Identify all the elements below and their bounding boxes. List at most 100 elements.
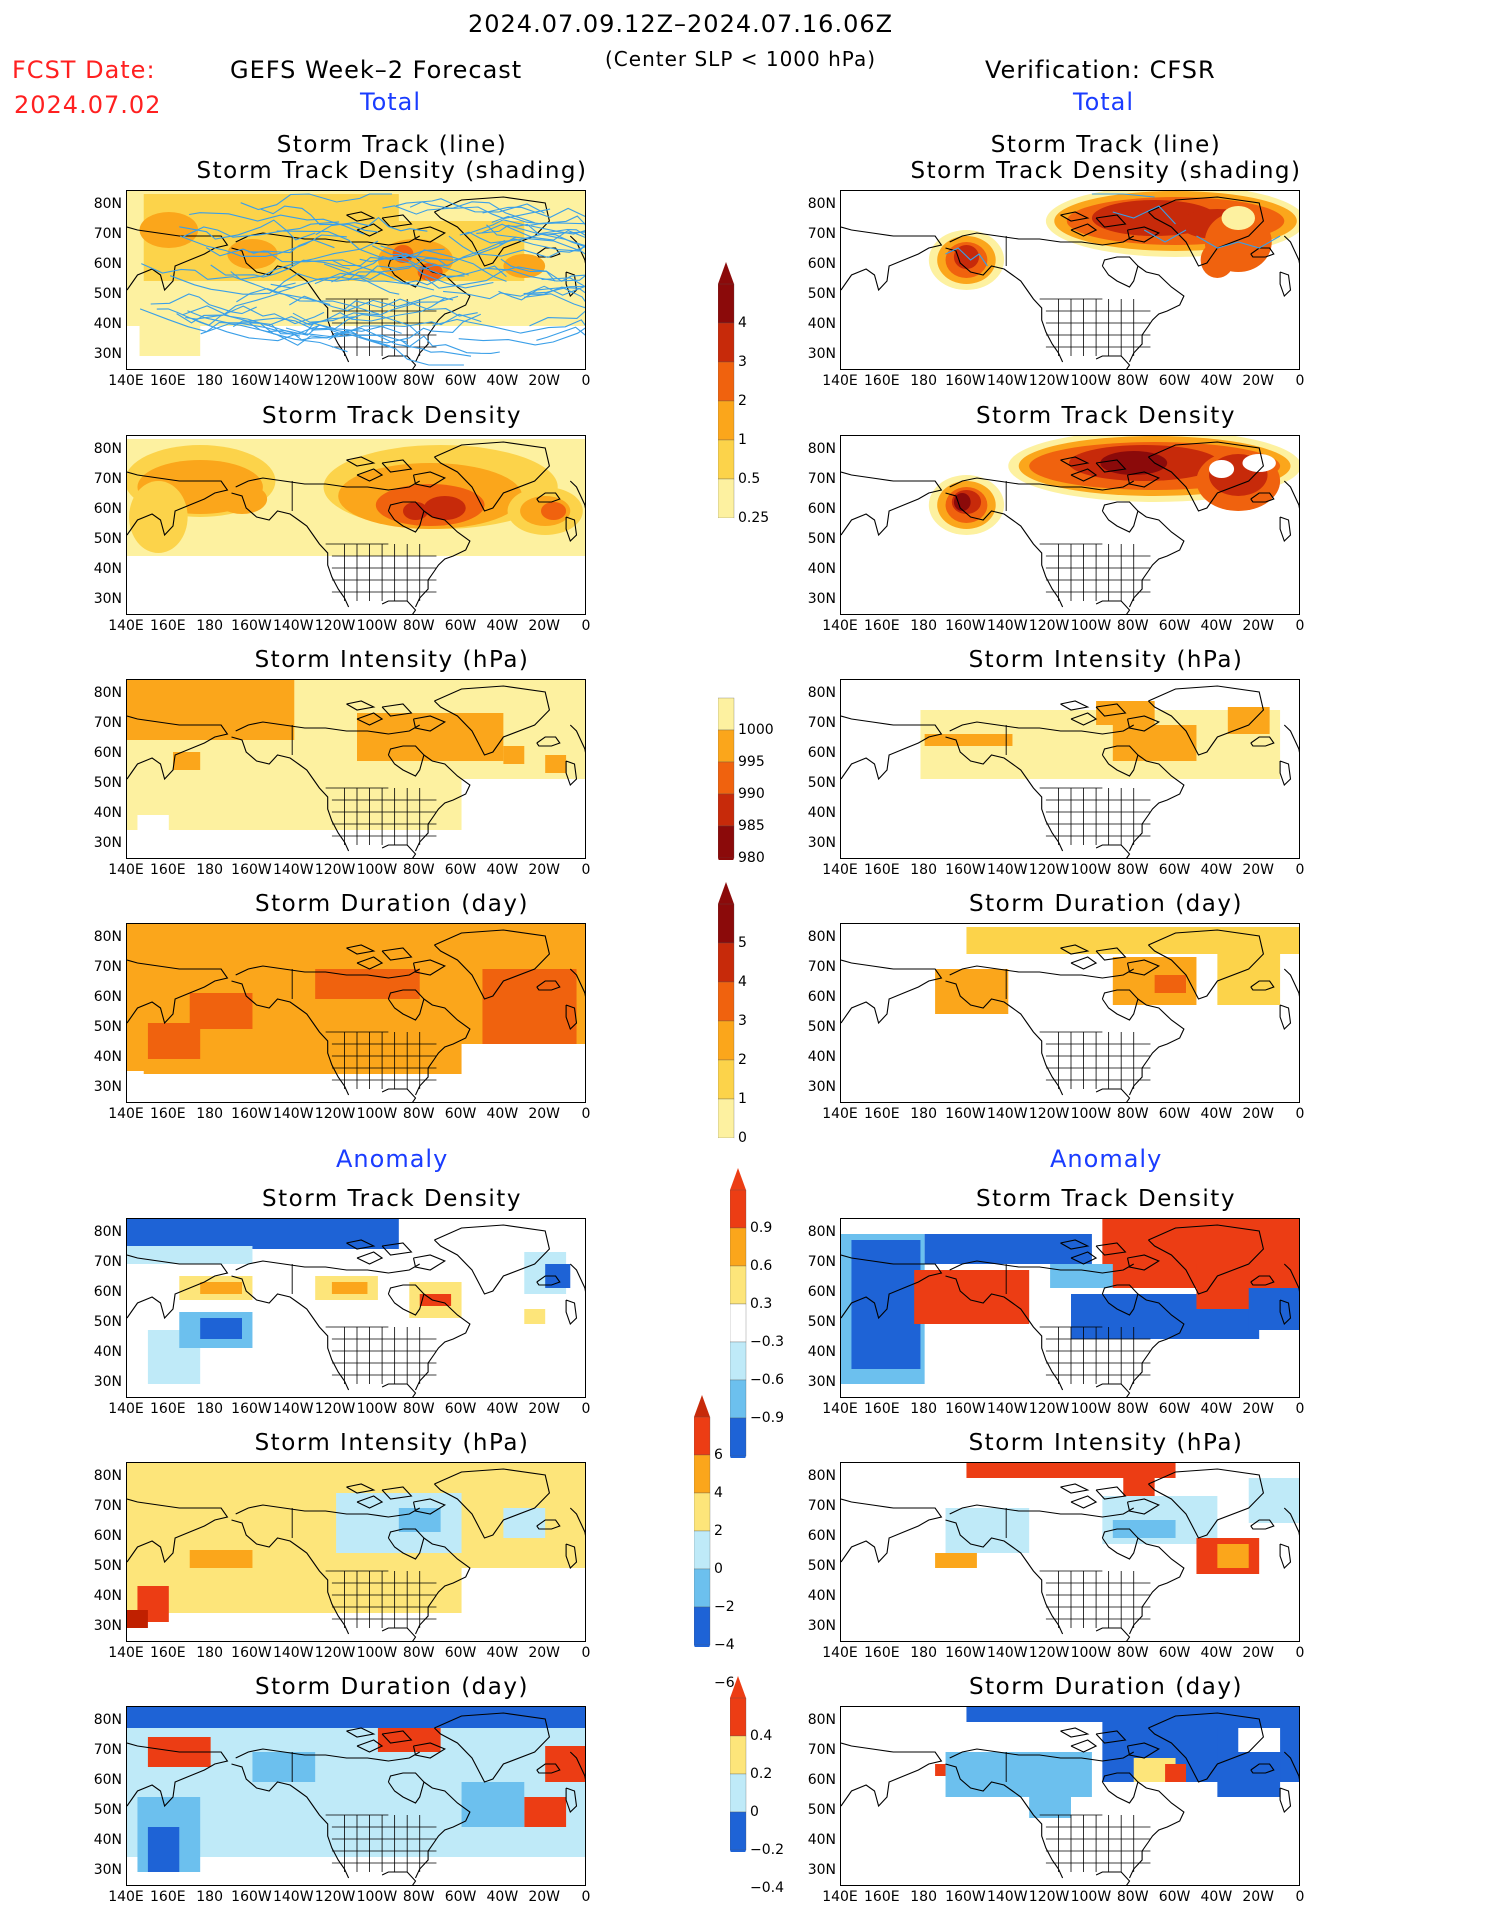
lon-tick-label: 180 [910,1401,937,1417]
title-intensity-left: Storm Intensity (hPa) [254,647,530,673]
colorbar-tick-label: −2 [714,1599,735,1615]
lon-tick-label: 140W [986,862,1028,878]
colorbar-tick-label: 3 [738,1013,747,1029]
lon-tick-label: 140E [108,373,144,389]
lon-tick-label: 100W [356,862,398,878]
lat-tick-label: 50N [93,775,122,791]
lat-tick-label: 50N [93,286,122,302]
lon-tick-label: 100W [356,1645,398,1661]
lon-tick-label: 140E [108,862,144,878]
lat-tick-label: 70N [93,959,122,975]
title-duration-left: Storm Duration (day) [255,891,529,917]
lon-tick-label: 20W [528,1106,560,1122]
lat-tick-label: 70N [807,1742,836,1758]
lon-tick-label: 40W [486,1889,519,1905]
colorbar-tick-label: 4 [738,974,747,990]
lon-tick-label: 100W [1070,618,1112,634]
colorbar-tick-label: 0.25 [738,510,770,526]
right-total-label: Total [1073,88,1135,116]
map-anom-density-verification [840,1218,1300,1398]
fcst-label: FCST Date: [12,56,156,84]
colorbar-tick-label: 1 [738,432,747,448]
colorbar-tick-label: 0 [714,1561,723,1577]
lon-tick-label: 60W [444,862,477,878]
lon-tick-label: 20W [528,1401,560,1417]
lat-tick-label: 80N [93,1468,122,1484]
colorbar-tick-label: 0 [738,1130,747,1146]
lon-tick-label: 180 [196,618,223,634]
lat-tick-label: 70N [93,715,122,731]
lon-tick-label: 160W [945,618,986,634]
lon-tick-label: 20W [1242,1645,1274,1661]
lon-tick-label: 120W [1028,1401,1070,1417]
lon-tick-label: 80W [1116,373,1149,389]
lat-tick-label: 50N [807,1558,836,1574]
lon-tick-label: 20W [1242,862,1274,878]
lon-tick-label: 0 [1295,1645,1305,1661]
left-product-title: GEFS Week–2 Forecast [230,56,523,84]
lat-tick-label: 60N [93,745,122,761]
lon-tick-label: 40W [486,862,519,878]
lon-tick-label: 60W [444,1401,477,1417]
lon-tick-label: 120W [314,862,356,878]
lat-tick-label: 50N [93,1558,122,1574]
lon-tick-label: 0 [581,1645,591,1661]
colorbar-tick-label: 0.3 [750,1296,773,1312]
map-anom-duration-verification [840,1706,1300,1886]
lat-tick-label: 60N [807,989,836,1005]
colorbar-tick-label: 3 [738,354,747,370]
lat-tick-label: 80N [93,441,122,457]
lat-tick-label: 30N [93,1079,122,1095]
lat-tick-label: 50N [807,1019,836,1035]
lon-tick-label: 180 [196,1645,223,1661]
lon-tick-label: 20W [528,373,560,389]
colorbar-tick-label: −0.9 [750,1410,784,1426]
lon-tick-label: 0 [581,1401,591,1417]
lon-tick-label: 140W [272,1401,314,1417]
lon-tick-label: 140E [822,618,858,634]
lon-tick-label: 60W [1158,373,1191,389]
lon-tick-label: 120W [314,1889,356,1905]
lon-tick-label: 160E [864,862,900,878]
lon-tick-label: 40W [486,373,519,389]
lon-tick-label: 40W [1200,1106,1233,1122]
lon-tick-label: 0 [581,1889,591,1905]
lon-tick-label: 160W [945,1645,986,1661]
lon-tick-label: 40W [1200,373,1233,389]
lon-tick-label: 140E [108,618,144,634]
lon-tick-label: 140W [272,618,314,634]
lat-tick-label: 60N [93,256,122,272]
colorbar-tick-label: −0.2 [750,1842,784,1858]
lon-tick-label: 140W [986,1889,1028,1905]
slp-subtitle: (Center SLP < 1000 hPa) [605,47,876,71]
lat-tick-label: 70N [93,471,122,487]
colorbar-tick-label: −0.3 [750,1334,784,1350]
lon-tick-label: 100W [1070,862,1112,878]
lon-tick-label: 40W [1200,1645,1233,1661]
lon-tick-label: 0 [1295,862,1305,878]
lon-tick-label: 100W [356,1106,398,1122]
title-anom-duration-right: Storm Duration (day) [969,1674,1243,1700]
lon-tick-label: 100W [356,373,398,389]
lat-tick-label: 70N [807,959,836,975]
colorbar-tick-label: 2 [738,1052,747,1068]
map-anom-density-forecast [126,1218,586,1398]
lon-tick-label: 60W [1158,1106,1191,1122]
lat-tick-label: 40N [807,561,836,577]
colorbar-tick-label: 990 [738,786,765,802]
lat-tick-label: 30N [93,835,122,851]
map-intensity-forecast [126,679,586,859]
colorbar-tick-label: −0.6 [750,1372,784,1388]
lat-tick-label: 50N [807,531,836,547]
lon-tick-label: 0 [1295,1889,1305,1905]
lon-tick-label: 160W [945,373,986,389]
lon-tick-label: 20W [1242,1401,1274,1417]
lon-tick-label: 140W [272,1645,314,1661]
lon-tick-label: 120W [314,373,356,389]
lon-tick-label: 0 [581,862,591,878]
lat-tick-label: 30N [93,1862,122,1878]
lon-tick-label: 80W [402,1645,435,1661]
lon-tick-label: 160W [231,862,272,878]
colorbar-tick-label: −6 [714,1675,735,1691]
lat-tick-label: 60N [807,1772,836,1788]
